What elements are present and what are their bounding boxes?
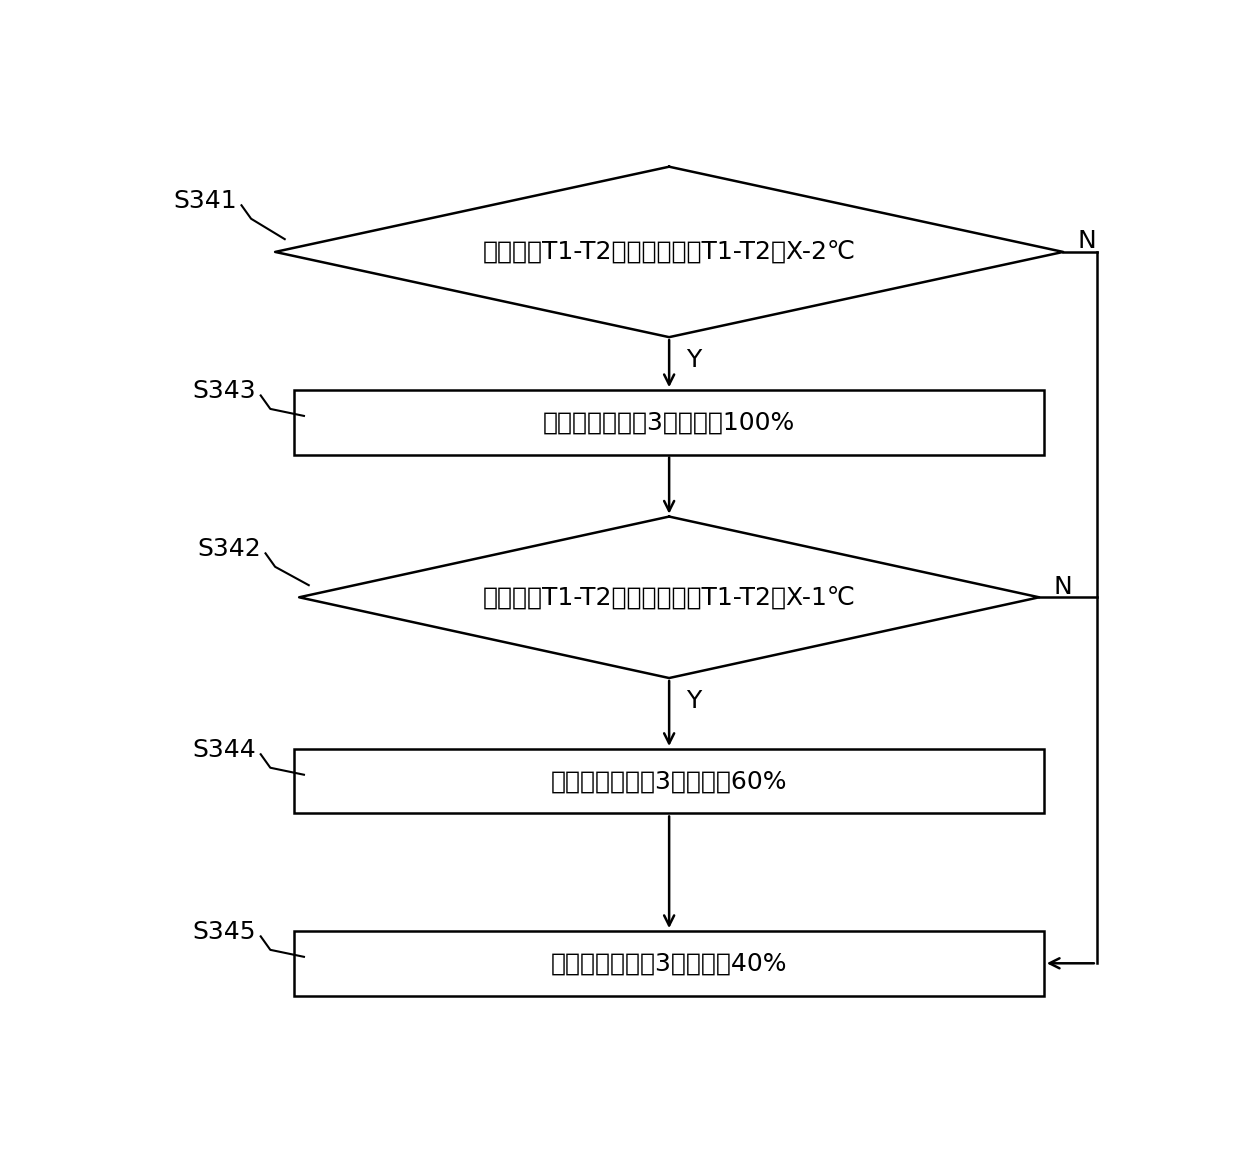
Text: 控制电子膨胀阀3的开度为60%: 控制电子膨胀阀3的开度为60%	[551, 769, 787, 793]
Text: N: N	[1054, 574, 1073, 599]
Text: Y: Y	[687, 689, 702, 713]
Text: S345: S345	[192, 920, 255, 944]
Text: 控制电子膨胀阀3的开度为100%: 控制电子膨胀阀3的开度为100%	[543, 410, 795, 435]
Text: S341: S341	[174, 189, 237, 213]
Text: N: N	[1078, 230, 1096, 253]
Text: S343: S343	[192, 379, 255, 403]
Text: 判断差值T1-T2是否满足条件T1-T2＜X-2℃: 判断差值T1-T2是否满足条件T1-T2＜X-2℃	[482, 240, 856, 264]
Bar	[294, 931, 1044, 996]
Bar	[294, 390, 1044, 454]
Text: 控制电子膨胀阀3的开度为40%: 控制电子膨胀阀3的开度为40%	[551, 952, 787, 975]
Text: 判断差值T1-T2是否满足条件T1-T2＜X-1℃: 判断差值T1-T2是否满足条件T1-T2＜X-1℃	[482, 585, 856, 609]
Text: Y: Y	[687, 348, 702, 372]
Bar	[294, 749, 1044, 813]
Text: S342: S342	[197, 537, 260, 560]
Text: S344: S344	[192, 737, 255, 762]
